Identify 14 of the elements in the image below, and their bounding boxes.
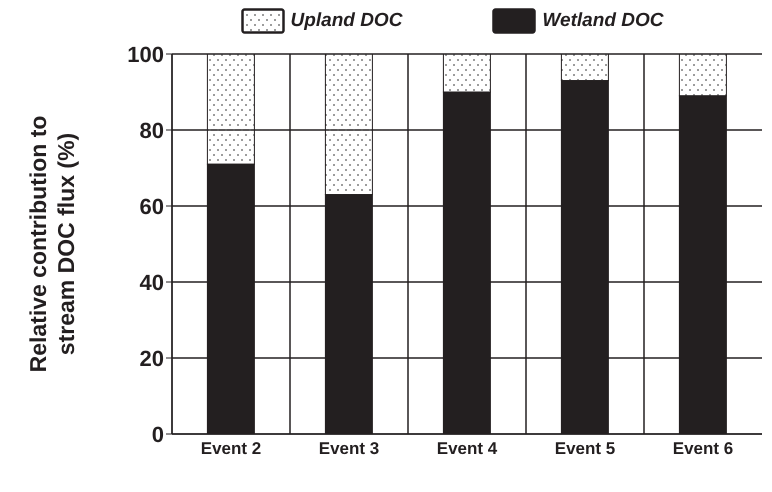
x-tick-label: Event 2 [200, 439, 262, 458]
y-tick-label: 80 [140, 118, 164, 143]
x-tick-label: Event 6 [672, 439, 734, 458]
legend-label: Wetland DOC [542, 10, 664, 32]
y-tick-label: 100 [127, 42, 164, 67]
x-tick-label: Event 5 [554, 439, 616, 458]
x-tick-label: Event 3 [318, 439, 380, 458]
legend-label: Upland DOC [290, 10, 402, 32]
y-tick-label: 40 [140, 270, 164, 295]
y-tick-label: 20 [140, 346, 164, 371]
x-tick-label: Event 4 [436, 439, 498, 458]
y-tick-label: 0 [152, 422, 164, 447]
y-tick-label: 60 [140, 194, 164, 219]
y-axis-title: Relative contribution to stream DOC flux (%) [25, 116, 79, 372]
